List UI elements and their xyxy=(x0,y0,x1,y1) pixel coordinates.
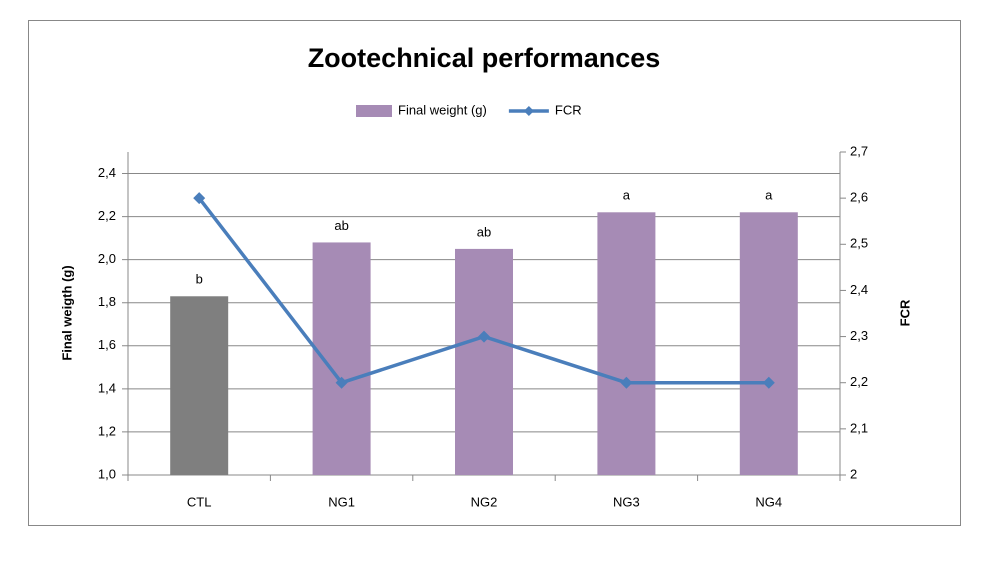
chart-title: Zootechnical performances xyxy=(308,43,661,73)
legend-label: FCR xyxy=(555,102,582,117)
bar xyxy=(597,212,656,475)
line-marker xyxy=(762,376,775,389)
y-tick-label: 1,4 xyxy=(98,380,116,395)
legend-label: Final weight (g) xyxy=(398,102,487,117)
bar xyxy=(455,248,513,475)
y2-axis-label: FCR xyxy=(897,299,912,326)
line-marker xyxy=(335,376,348,389)
y-tick-label: 2,4 xyxy=(98,165,116,180)
y-tick-label: 1,0 xyxy=(98,466,116,481)
bar xyxy=(170,296,229,475)
y2-tick-label: 2,2 xyxy=(850,374,868,389)
y-tick-label: 2,0 xyxy=(98,251,116,266)
bar xyxy=(739,212,798,475)
y2-tick-label: 2,6 xyxy=(850,190,868,205)
y-tick-label: 1,8 xyxy=(98,294,116,309)
line-marker xyxy=(620,376,633,389)
bar-annotation: a xyxy=(623,188,631,203)
line-marker xyxy=(193,192,206,205)
x-tick-label: NG4 xyxy=(755,494,782,509)
y2-tick-label: 2,1 xyxy=(850,420,868,435)
y2-tick-label: 2,4 xyxy=(850,282,868,297)
x-tick-label: NG1 xyxy=(328,494,355,509)
x-tick-label: CTL xyxy=(187,494,212,509)
x-tick-label: NG2 xyxy=(471,494,498,509)
y-tick-label: 1,6 xyxy=(98,337,116,352)
y2-tick-label: 2,5 xyxy=(850,236,868,251)
bar-annotation: ab xyxy=(334,218,348,233)
legend-marker xyxy=(523,106,534,116)
y-tick-label: 1,2 xyxy=(98,423,116,438)
line-marker xyxy=(478,330,490,343)
y2-tick-label: 2 xyxy=(850,466,857,481)
y2-tick-label: 2,7 xyxy=(850,143,868,158)
y2-tick-label: 2,3 xyxy=(850,328,868,343)
y-axis-label: Final weigth (g) xyxy=(59,265,74,360)
x-tick-label: NG3 xyxy=(613,494,640,509)
bar-annotation: a xyxy=(765,188,773,203)
bar-annotation: ab xyxy=(477,224,491,239)
legend-swatch xyxy=(356,105,392,117)
y-tick-label: 2,2 xyxy=(98,208,116,223)
bar-annotation: b xyxy=(196,272,203,287)
